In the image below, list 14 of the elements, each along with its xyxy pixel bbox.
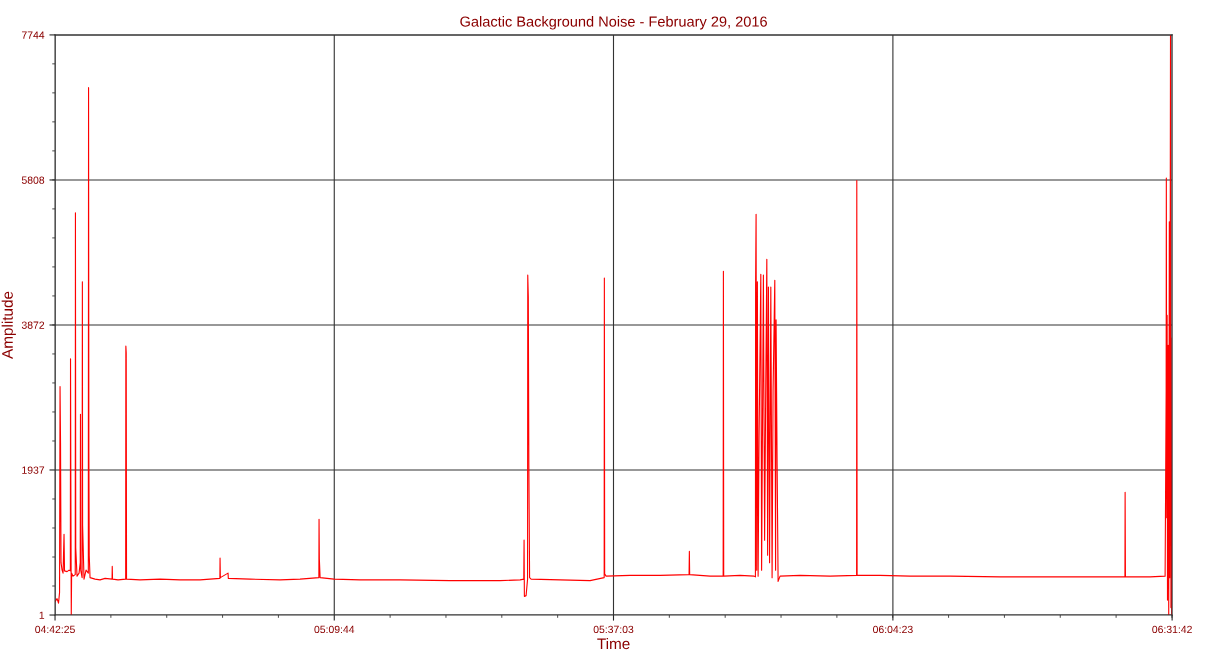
y-tick-label: 1937 — [22, 466, 45, 474]
line-series — [55, 34, 1173, 616]
y-tick-label: 5808 — [21, 176, 45, 184]
x-tick-label: 06:31:42 — [1152, 625, 1192, 634]
x-tick-label: 05:37:03 — [593, 625, 634, 634]
x-tick-label: 06:04:23 — [873, 625, 913, 634]
x-axis-title: Time — [597, 637, 630, 650]
y-tick-label: 7744 — [21, 31, 45, 39]
y-axis-title: Amplitude — [1, 291, 16, 359]
chart-title: Galactic Background Noise - February 29, 2016 — [460, 16, 767, 30]
y-tick-label: 3872 — [21, 321, 45, 329]
y-tick-label: 1 — [39, 611, 45, 619]
x-tick-label: 05:09:44 — [314, 625, 355, 634]
x-tick-label: 04:42:25 — [35, 625, 75, 634]
